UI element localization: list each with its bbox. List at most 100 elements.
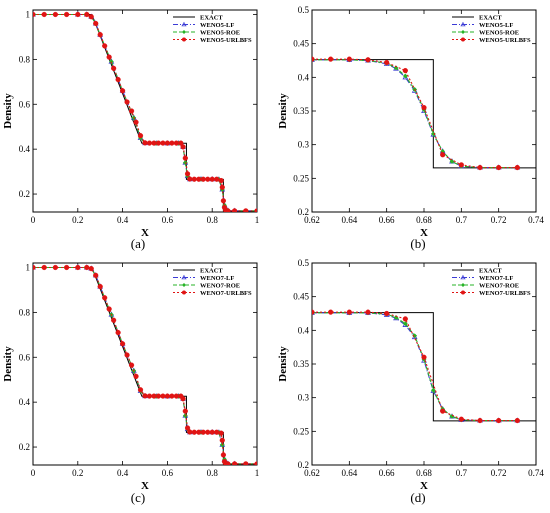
point-urlbfs: [191, 429, 197, 435]
plot-frame: [32, 9, 258, 213]
point-urlbfs: [205, 429, 211, 435]
point-urlbfs: [142, 393, 148, 399]
legend-marker: [461, 290, 465, 295]
legend-marker: [182, 283, 186, 287]
x-tick-label: 0.64: [341, 215, 357, 225]
x-axis-label: X: [141, 227, 149, 239]
series-line-lf: [312, 59, 518, 169]
legend-label: WENO5-LF: [479, 22, 513, 29]
point-urlbfs: [128, 362, 135, 368]
point-urlbfs: [41, 11, 47, 18]
point-urlbfs: [97, 283, 103, 290]
point-urlbfs: [97, 32, 103, 38]
point-urlbfs: [440, 408, 446, 414]
point-urlbfs: [214, 176, 220, 182]
legend-marker: [182, 37, 186, 42]
legend-label: EXACT: [479, 267, 502, 274]
point-urlbfs: [88, 14, 94, 20]
plot-frame: [32, 262, 258, 466]
point-urlbfs: [328, 56, 334, 62]
series-line-urlbfs: [312, 311, 518, 422]
point-urlbfs: [514, 164, 520, 171]
legend-label: WENO7-LF: [479, 275, 513, 282]
panel-label: (d): [410, 490, 425, 505]
point-urlbfs: [128, 108, 135, 114]
x-tick-label: 0.74: [528, 468, 544, 478]
point-urlbfs: [111, 317, 117, 323]
point-urlbfs: [384, 59, 390, 66]
point-urlbfs: [33, 264, 36, 271]
point-roe: [402, 73, 408, 79]
point-urlbfs: [187, 429, 193, 435]
x-tick-label: 0.8: [207, 468, 219, 478]
x-tick-label: 0.7: [456, 468, 468, 478]
series-line-roe: [312, 312, 518, 422]
data-layer: [33, 264, 257, 465]
x-tick-label: 0.64: [341, 468, 357, 478]
point-roe: [412, 333, 418, 339]
point-urlbfs: [243, 461, 249, 465]
point-urlbfs: [200, 176, 206, 182]
point-urlbfs: [75, 11, 81, 18]
y-tick-label: 0.2: [19, 189, 30, 199]
point-urlbfs: [88, 266, 94, 272]
point-urlbfs: [312, 56, 315, 62]
legend-marker: [460, 274, 466, 280]
chart-panel-1: 0 0.2 0.4 0.6 0.8 1 0.2 0.4 0.6 0.8 1 X Density (a) EX…: [2, 9, 259, 251]
x-tick-label: 0.4: [117, 215, 129, 225]
y-tick-label: 0.8: [19, 307, 31, 317]
y-tick-label: 1: [26, 262, 31, 272]
panel-label: (b): [410, 236, 425, 251]
y-tick-label: 0.3: [298, 393, 310, 403]
data-layer: [312, 309, 536, 424]
x-tick-label: 0.6: [162, 468, 174, 478]
x-tick-label: 0.66: [379, 468, 395, 478]
point-urlbfs: [254, 208, 257, 212]
y-tick-label: 0.25: [293, 173, 309, 183]
point-urlbfs: [458, 416, 464, 422]
y-axis-label: Density: [277, 93, 289, 129]
point-urlbfs: [133, 373, 139, 379]
point-urlbfs: [106, 54, 112, 60]
y-tick-label: 0.35: [293, 359, 309, 369]
point-urlbfs: [220, 452, 227, 458]
point-roe: [430, 387, 436, 393]
chart-panel-2: 0.62 0.64 0.66 0.68 0.7 0.72 0.74 0.2 0.25 0.3 0.3…: [277, 5, 544, 251]
x-tick-label: 0.66: [379, 215, 395, 225]
point-urlbfs: [421, 354, 427, 360]
point-urlbfs: [182, 408, 188, 414]
point-urlbfs: [102, 295, 108, 301]
legend-label: WENO5-ROE: [200, 29, 240, 36]
point-urlbfs: [160, 393, 166, 399]
point-urlbfs: [421, 105, 427, 111]
point-urlbfs: [402, 67, 408, 74]
point-urlbfs: [119, 88, 126, 94]
x-tick-label: 0.8: [207, 215, 219, 225]
legend-marker: [460, 21, 466, 27]
point-urlbfs: [209, 429, 215, 435]
point-urlbfs: [178, 140, 184, 146]
point-urlbfs: [218, 430, 224, 436]
point-urlbfs: [205, 176, 211, 182]
point-urlbfs: [137, 387, 144, 393]
point-urlbfs: [232, 208, 238, 212]
legend-marker: [181, 21, 187, 27]
point-urlbfs: [496, 164, 502, 171]
legend-marker: [461, 30, 465, 34]
x-tick-label: 0.72: [491, 215, 507, 225]
point-urlbfs: [365, 309, 371, 315]
legend-label: WENO5-ROE: [479, 29, 519, 36]
x-tick-label: 1: [255, 468, 260, 478]
x-axis-label: X: [141, 480, 149, 492]
y-tick-label: 0.2: [298, 207, 309, 217]
point-urlbfs: [169, 140, 175, 146]
point-roe: [430, 131, 436, 137]
x-tick-label: 0.62: [304, 215, 320, 225]
point-urlbfs: [365, 57, 371, 63]
point-urlbfs: [209, 176, 215, 182]
point-urlbfs: [93, 20, 99, 27]
legend-label: WENO7-URLBFS: [200, 290, 252, 297]
